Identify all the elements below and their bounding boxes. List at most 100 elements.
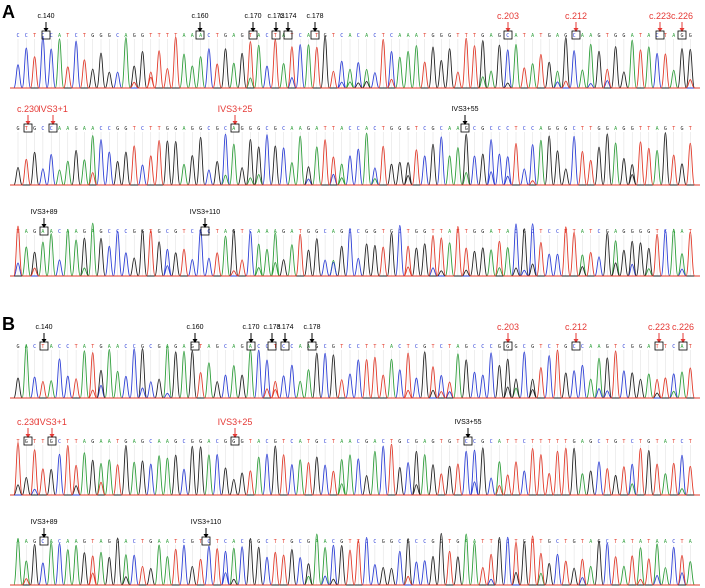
base-call: G	[340, 229, 343, 235]
base-call: C	[398, 344, 401, 350]
base-call: T	[647, 539, 650, 545]
base-call: C	[149, 439, 152, 445]
base-call: A	[265, 229, 268, 235]
base-call: A	[647, 33, 650, 39]
mutation-label: IVS3+1	[37, 417, 67, 427]
base-call: C	[672, 539, 675, 545]
base-call: C	[75, 33, 78, 39]
base-call: A	[622, 539, 625, 545]
base-call: A	[581, 439, 584, 445]
base-call: A	[465, 539, 468, 545]
base-call: C	[58, 229, 61, 235]
base-call: G	[423, 229, 426, 235]
base-call: C	[573, 33, 576, 39]
base-call: C	[390, 33, 393, 39]
base-call: C	[373, 33, 376, 39]
base-call: C	[282, 344, 285, 350]
base-call: A	[50, 539, 53, 545]
base-call: C	[324, 229, 327, 235]
base-call: G	[133, 229, 136, 235]
base-call: A	[199, 33, 202, 39]
base-call: T	[324, 126, 327, 132]
base-call: C	[41, 126, 44, 132]
base-call: G	[199, 126, 202, 132]
highlight-box	[310, 30, 320, 40]
base-call: C	[41, 539, 44, 545]
base-call: G	[99, 33, 102, 39]
mutation-label: c.140	[35, 324, 52, 331]
base-call: A	[581, 33, 584, 39]
base-call: G	[382, 539, 385, 545]
base-call: C	[50, 126, 53, 132]
base-call: G	[614, 439, 617, 445]
base-call: T	[382, 229, 385, 235]
base-call: T	[16, 229, 19, 235]
base-call: C	[124, 344, 127, 350]
mutation-label: c.226	[672, 322, 694, 332]
base-call: G	[158, 229, 161, 235]
base-call: C	[66, 344, 69, 350]
base-call: A	[365, 126, 368, 132]
base-call: T	[390, 439, 393, 445]
base-call: A	[307, 33, 310, 39]
base-call: T	[249, 33, 252, 39]
highlight-box	[654, 341, 664, 351]
arrow-head	[505, 339, 511, 343]
base-call: T	[581, 539, 584, 545]
base-call: T	[456, 229, 459, 235]
arrow-head	[285, 28, 291, 32]
base-call: C	[506, 33, 509, 39]
base-call: C	[490, 344, 493, 350]
base-call: C	[415, 539, 418, 545]
base-call: C	[99, 126, 102, 132]
mutation-label: c.160	[186, 324, 203, 331]
base-call: C	[465, 439, 468, 445]
base-call: A	[124, 539, 127, 545]
base-call: G	[216, 126, 219, 132]
trace-t	[10, 442, 700, 496]
base-call: G	[548, 126, 551, 132]
base-call: G	[241, 344, 244, 350]
base-call: G	[174, 439, 177, 445]
highlight-box	[230, 436, 240, 446]
trace-c	[10, 133, 700, 186]
base-call: T	[564, 539, 567, 545]
base-call: G	[606, 229, 609, 235]
base-call: G	[498, 344, 501, 350]
base-call: T	[199, 539, 202, 545]
base-call: A	[182, 344, 185, 350]
base-call: G	[174, 344, 177, 350]
trace-t	[10, 535, 700, 586]
base-call: G	[290, 539, 293, 545]
base-call: G	[556, 126, 559, 132]
base-call: A	[332, 229, 335, 235]
base-call: G	[390, 229, 393, 235]
base-call: C	[473, 126, 476, 132]
base-call: C	[324, 344, 327, 350]
base-call: T	[664, 33, 667, 39]
highlight-box	[283, 30, 293, 40]
base-call: T	[448, 344, 451, 350]
base-call: G	[606, 126, 609, 132]
base-call: T	[199, 344, 202, 350]
arrow-head	[41, 339, 47, 343]
base-call: G	[548, 539, 551, 545]
base-call: G	[481, 33, 484, 39]
highlight-box	[460, 123, 470, 133]
base-call: T	[365, 344, 368, 350]
base-call: C	[357, 33, 360, 39]
base-call: T	[307, 439, 310, 445]
base-call: C	[506, 126, 509, 132]
base-call: T	[523, 33, 526, 39]
arrow-head	[282, 339, 288, 343]
base-call: A	[647, 344, 650, 350]
arrow-head	[203, 534, 209, 538]
base-call: T	[531, 539, 534, 545]
base-call: G	[531, 344, 534, 350]
base-call: G	[249, 539, 252, 545]
base-call: T	[41, 344, 44, 350]
base-call: C	[357, 229, 360, 235]
base-call: A	[448, 229, 451, 235]
base-call: G	[398, 439, 401, 445]
